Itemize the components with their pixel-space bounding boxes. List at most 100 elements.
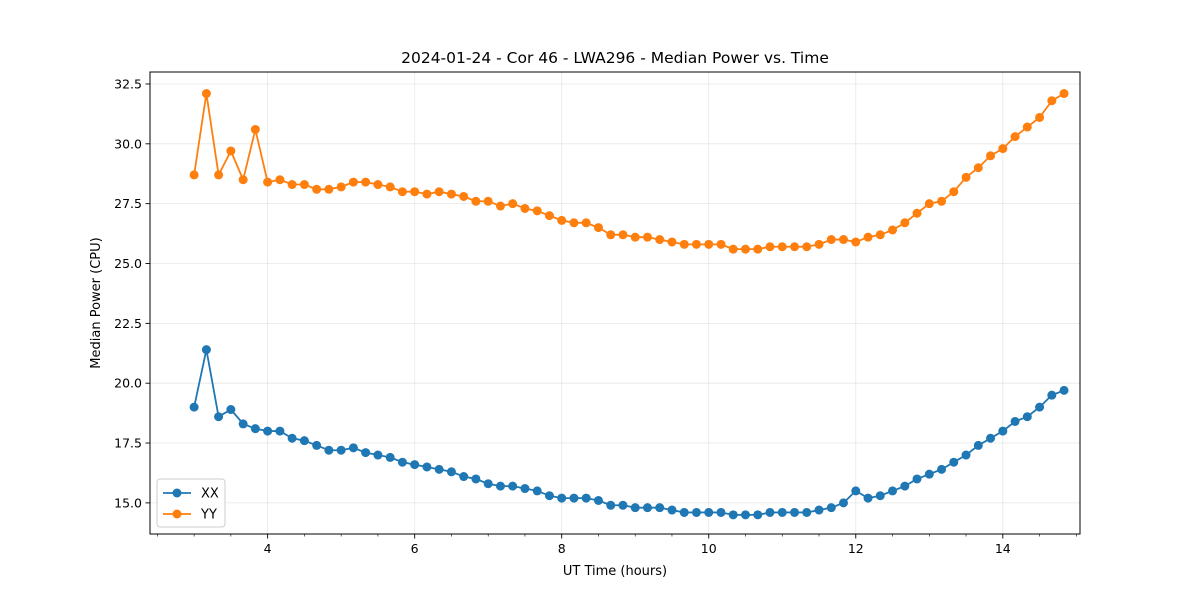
data-point-yy <box>324 184 334 194</box>
data-point-xx <box>986 433 996 443</box>
data-point-yy <box>753 244 763 254</box>
data-point-yy <box>471 196 481 206</box>
data-point-xx <box>263 426 273 436</box>
chart-title: 2024-01-24 - Cor 46 - LWA296 - Median Po… <box>401 49 829 67</box>
data-point-xx <box>667 505 677 515</box>
data-point-xx <box>385 452 395 462</box>
data-point-xx <box>557 493 567 503</box>
data-point-yy <box>263 177 273 187</box>
data-point-yy <box>986 151 996 161</box>
data-point-xx <box>483 479 493 489</box>
data-point-yy <box>790 242 800 252</box>
data-point-yy <box>336 182 346 192</box>
data-point-yy <box>532 206 542 216</box>
y-tick-label: 32.5 <box>114 76 142 91</box>
data-point-yy <box>630 232 640 242</box>
data-point-xx <box>900 481 910 491</box>
data-point-yy <box>863 232 873 242</box>
data-point-xx <box>912 474 922 484</box>
data-point-yy <box>937 196 947 206</box>
data-point-yy <box>410 187 420 197</box>
data-point-xx <box>189 402 199 412</box>
data-point-xx <box>826 503 836 513</box>
y-tick-label: 15.0 <box>114 495 142 510</box>
y-tick-label: 22.5 <box>114 316 142 331</box>
data-point-yy <box>459 191 469 201</box>
data-point-xx <box>508 481 518 491</box>
data-point-xx <box>851 486 861 496</box>
x-tick-label: 14 <box>995 541 1011 556</box>
y-tick-label: 27.5 <box>114 196 142 211</box>
y-tick-label: 30.0 <box>114 136 142 151</box>
data-point-yy <box>838 235 848 245</box>
data-point-yy <box>716 239 726 249</box>
data-point-xx <box>937 464 947 474</box>
data-point-yy <box>434 187 444 197</box>
y-axis-title: Median Power (CPU) <box>89 237 104 368</box>
data-point-yy <box>593 223 603 233</box>
data-point-xx <box>863 493 873 503</box>
data-point-xx <box>361 448 371 458</box>
x-tick-label: 12 <box>848 541 864 556</box>
data-point-yy <box>900 218 910 228</box>
data-point-xx <box>961 450 971 460</box>
data-point-xx <box>924 469 934 479</box>
data-point-xx <box>446 467 456 477</box>
data-point-yy <box>777 242 787 252</box>
data-point-xx <box>888 486 898 496</box>
data-point-xx <box>1035 402 1045 412</box>
data-point-yy <box>312 184 322 194</box>
data-point-yy <box>348 177 358 187</box>
data-point-xx <box>1047 390 1057 400</box>
data-point-xx <box>998 426 1008 436</box>
legend-label-xx: XX <box>201 487 219 502</box>
data-point-yy <box>679 239 689 249</box>
data-point-yy <box>508 199 518 209</box>
data-point-yy <box>924 199 934 209</box>
data-point-xx <box>410 460 420 470</box>
data-point-xx <box>777 507 787 517</box>
data-point-yy <box>618 230 628 240</box>
data-point-yy <box>446 189 456 199</box>
data-point-xx <box>299 436 309 446</box>
data-point-yy <box>373 180 383 190</box>
data-point-xx <box>275 426 285 436</box>
data-point-xx <box>495 481 505 491</box>
x-tick-label: 8 <box>558 541 566 556</box>
data-point-xx <box>973 440 983 450</box>
data-point-yy <box>826 235 836 245</box>
data-point-xx <box>679 507 689 517</box>
data-point-xx <box>544 491 554 501</box>
legend: XX YY <box>156 478 226 528</box>
data-point-xx <box>790 507 800 517</box>
data-point-xx <box>704 507 714 517</box>
data-point-xx <box>459 472 469 482</box>
data-point-yy <box>875 230 885 240</box>
data-point-xx <box>765 507 775 517</box>
data-point-yy <box>851 237 861 247</box>
data-point-yy <box>606 230 616 240</box>
data-point-yy <box>287 180 297 190</box>
data-point-yy <box>189 170 199 180</box>
data-point-xx <box>606 500 616 510</box>
legend-label-yy: YY <box>200 508 217 523</box>
data-point-xx <box>691 507 701 517</box>
data-point-xx <box>520 484 530 494</box>
data-point-xx <box>875 491 885 501</box>
x-tick-label: 4 <box>264 541 272 556</box>
data-point-xx <box>728 510 738 520</box>
data-point-xx <box>201 345 211 355</box>
data-point-xx <box>655 503 665 513</box>
data-point-yy <box>275 175 285 185</box>
data-point-xx <box>569 493 579 503</box>
data-point-yy <box>422 189 432 199</box>
data-point-yy <box>1059 89 1069 99</box>
data-point-yy <box>728 244 738 254</box>
data-point-xx <box>214 412 224 422</box>
y-tick-label: 25.0 <box>114 256 142 271</box>
data-point-xx <box>1010 416 1020 426</box>
data-point-xx <box>434 464 444 474</box>
data-point-xx <box>642 503 652 513</box>
data-point-xx <box>630 503 640 513</box>
